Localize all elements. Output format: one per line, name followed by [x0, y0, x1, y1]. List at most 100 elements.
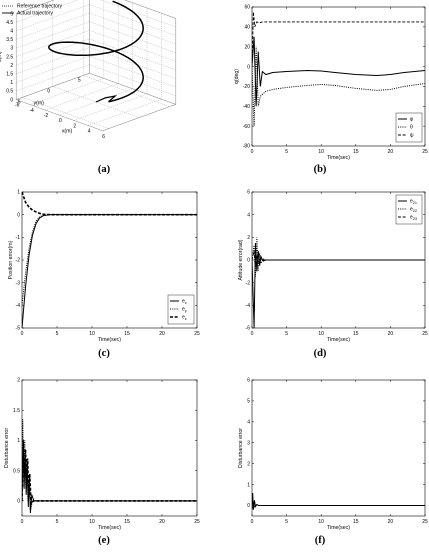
legend-label: ψ — [410, 133, 414, 139]
x-tick-label: 0 — [21, 331, 24, 337]
x-tick-label: 15 — [353, 519, 359, 525]
x-axis-label: x(m) — [62, 129, 73, 135]
y-tick-label: 1 — [17, 190, 20, 196]
x-tick-label: 15 — [353, 149, 359, 155]
x-tick-label: 10 — [89, 519, 95, 525]
series-line-3 — [252, 250, 425, 267]
x-tick-label: 10 — [318, 519, 324, 525]
z-axis-label: z(m) — [0, 51, 3, 62]
y-tick-label: 6 — [247, 378, 250, 384]
y-tick-label: 0 — [247, 64, 250, 70]
legend-label: ez — [182, 315, 187, 321]
y-tick-label: 0 — [17, 212, 20, 218]
y-tick-label: 1 — [17, 438, 20, 444]
z-tick-label: 0 — [10, 97, 13, 103]
x-tick-label: 25 — [194, 519, 200, 525]
x-tick-label: -6 — [15, 103, 20, 109]
y-tick-label: 4 — [247, 212, 250, 218]
caption-b: (b) — [314, 164, 327, 175]
x-tick-label: 25 — [422, 519, 428, 525]
caption-f: (f) — [315, 535, 326, 546]
x-tick-label: 20 — [388, 331, 394, 337]
x-tick-label: -2 — [44, 113, 49, 119]
y-tick-label: -20 — [243, 84, 250, 90]
y-tick-label: -40 — [243, 104, 250, 110]
y-tick-label: 2 — [17, 378, 20, 384]
x-tick-label: 25 — [194, 331, 200, 337]
y-tick-label: 5 — [78, 77, 81, 83]
x-tick-label: 5 — [285, 149, 288, 155]
x-axis-label: Time(sec) — [327, 525, 350, 531]
series-line-2 — [252, 237, 425, 278]
y-tick-label: 2 — [247, 461, 250, 467]
grid-line — [16, 0, 55, 14]
y-tick-label: 4 — [247, 420, 250, 426]
x-tick-label: 0 — [251, 331, 254, 337]
grid-line — [102, 104, 176, 131]
caption-e: (e) — [98, 535, 110, 546]
x-tick-label: 5 — [285, 331, 288, 337]
panel-e-disturbance-error-chart: 0 5 10 15 20 25 0 0.5 1 1.5 2 Time(sec) Disturbance … — [4, 378, 200, 531]
y-tick-label: -2 — [246, 280, 251, 286]
x-tick-label: 0 — [251, 519, 254, 525]
grid-line — [52, 86, 140, 118]
legend-label: e22 — [410, 207, 417, 213]
grid-line — [89, 47, 176, 79]
x-axis-label: Time(sec) — [98, 337, 121, 343]
grid-line — [16, 0, 79, 23]
x-tick-label: 10 — [318, 331, 324, 337]
legend-label: ey — [182, 307, 187, 313]
x-tick-label: 5 — [56, 331, 59, 337]
y-axis-label: Disturbance error — [4, 428, 10, 468]
legend-box — [395, 112, 423, 143]
grid-line — [30, 78, 104, 105]
grid-line — [16, 55, 90, 83]
series-line-2 — [22, 440, 197, 507]
legend-box — [167, 294, 195, 325]
y-axis-label: q(deg) — [234, 69, 240, 84]
series-line-3 — [22, 192, 197, 216]
x-axis-label: Time(sec) — [327, 155, 350, 161]
x-tick-label: 0 — [251, 149, 254, 155]
series-line-2 — [252, 502, 425, 510]
z-tick-label: 3 — [10, 46, 13, 52]
x-tick-label: 25 — [422, 149, 428, 155]
grid-line — [124, 0, 176, 19]
box-edge — [124, 0, 176, 19]
x-tick-label: 0 — [21, 519, 24, 525]
series-line-2 — [22, 214, 197, 306]
z-tick-label: 1.5 — [6, 72, 13, 78]
y-tick-label: -80 — [243, 144, 250, 150]
y-tick-label: 1 — [247, 482, 250, 488]
series-line-3 — [252, 11, 425, 67]
x-tick-label: 10 — [89, 331, 95, 337]
y-tick-label: 0 — [47, 88, 50, 94]
x-tick-label: 25 — [422, 331, 428, 337]
y-tick-label: 6 — [247, 190, 250, 196]
y-tick-label: -2 — [16, 258, 21, 264]
z-tick-label: 2 — [10, 63, 13, 69]
y-tick-label: -1 — [16, 235, 21, 241]
x-tick-label: 20 — [159, 331, 165, 337]
legend-label: φ — [410, 117, 414, 123]
grid-line — [22, 97, 109, 129]
y-tick-label: 1.5 — [13, 408, 20, 414]
legend-label: θ — [410, 125, 413, 131]
grid-line — [83, 75, 170, 107]
series-line-2 — [252, 46, 425, 127]
y-tick-label: 3 — [247, 440, 250, 446]
x-tick-label: 2 — [73, 123, 76, 129]
x-tick-label: 15 — [124, 519, 130, 525]
z-tick-label: 0.5 — [6, 89, 13, 95]
grid-line — [73, 93, 148, 121]
series-line-3 — [22, 419, 197, 511]
series-line-1 — [252, 492, 425, 510]
legend-label: Actual trajectory — [17, 11, 53, 17]
legend-label: Reference trajectory — [17, 4, 63, 10]
grid-line — [16, 47, 90, 74]
y-tick-label: -5 — [16, 99, 21, 105]
x-tick-label: 5 — [285, 519, 288, 525]
y-tick-label: -5 — [16, 326, 21, 332]
legend-label: e23 — [410, 215, 417, 221]
